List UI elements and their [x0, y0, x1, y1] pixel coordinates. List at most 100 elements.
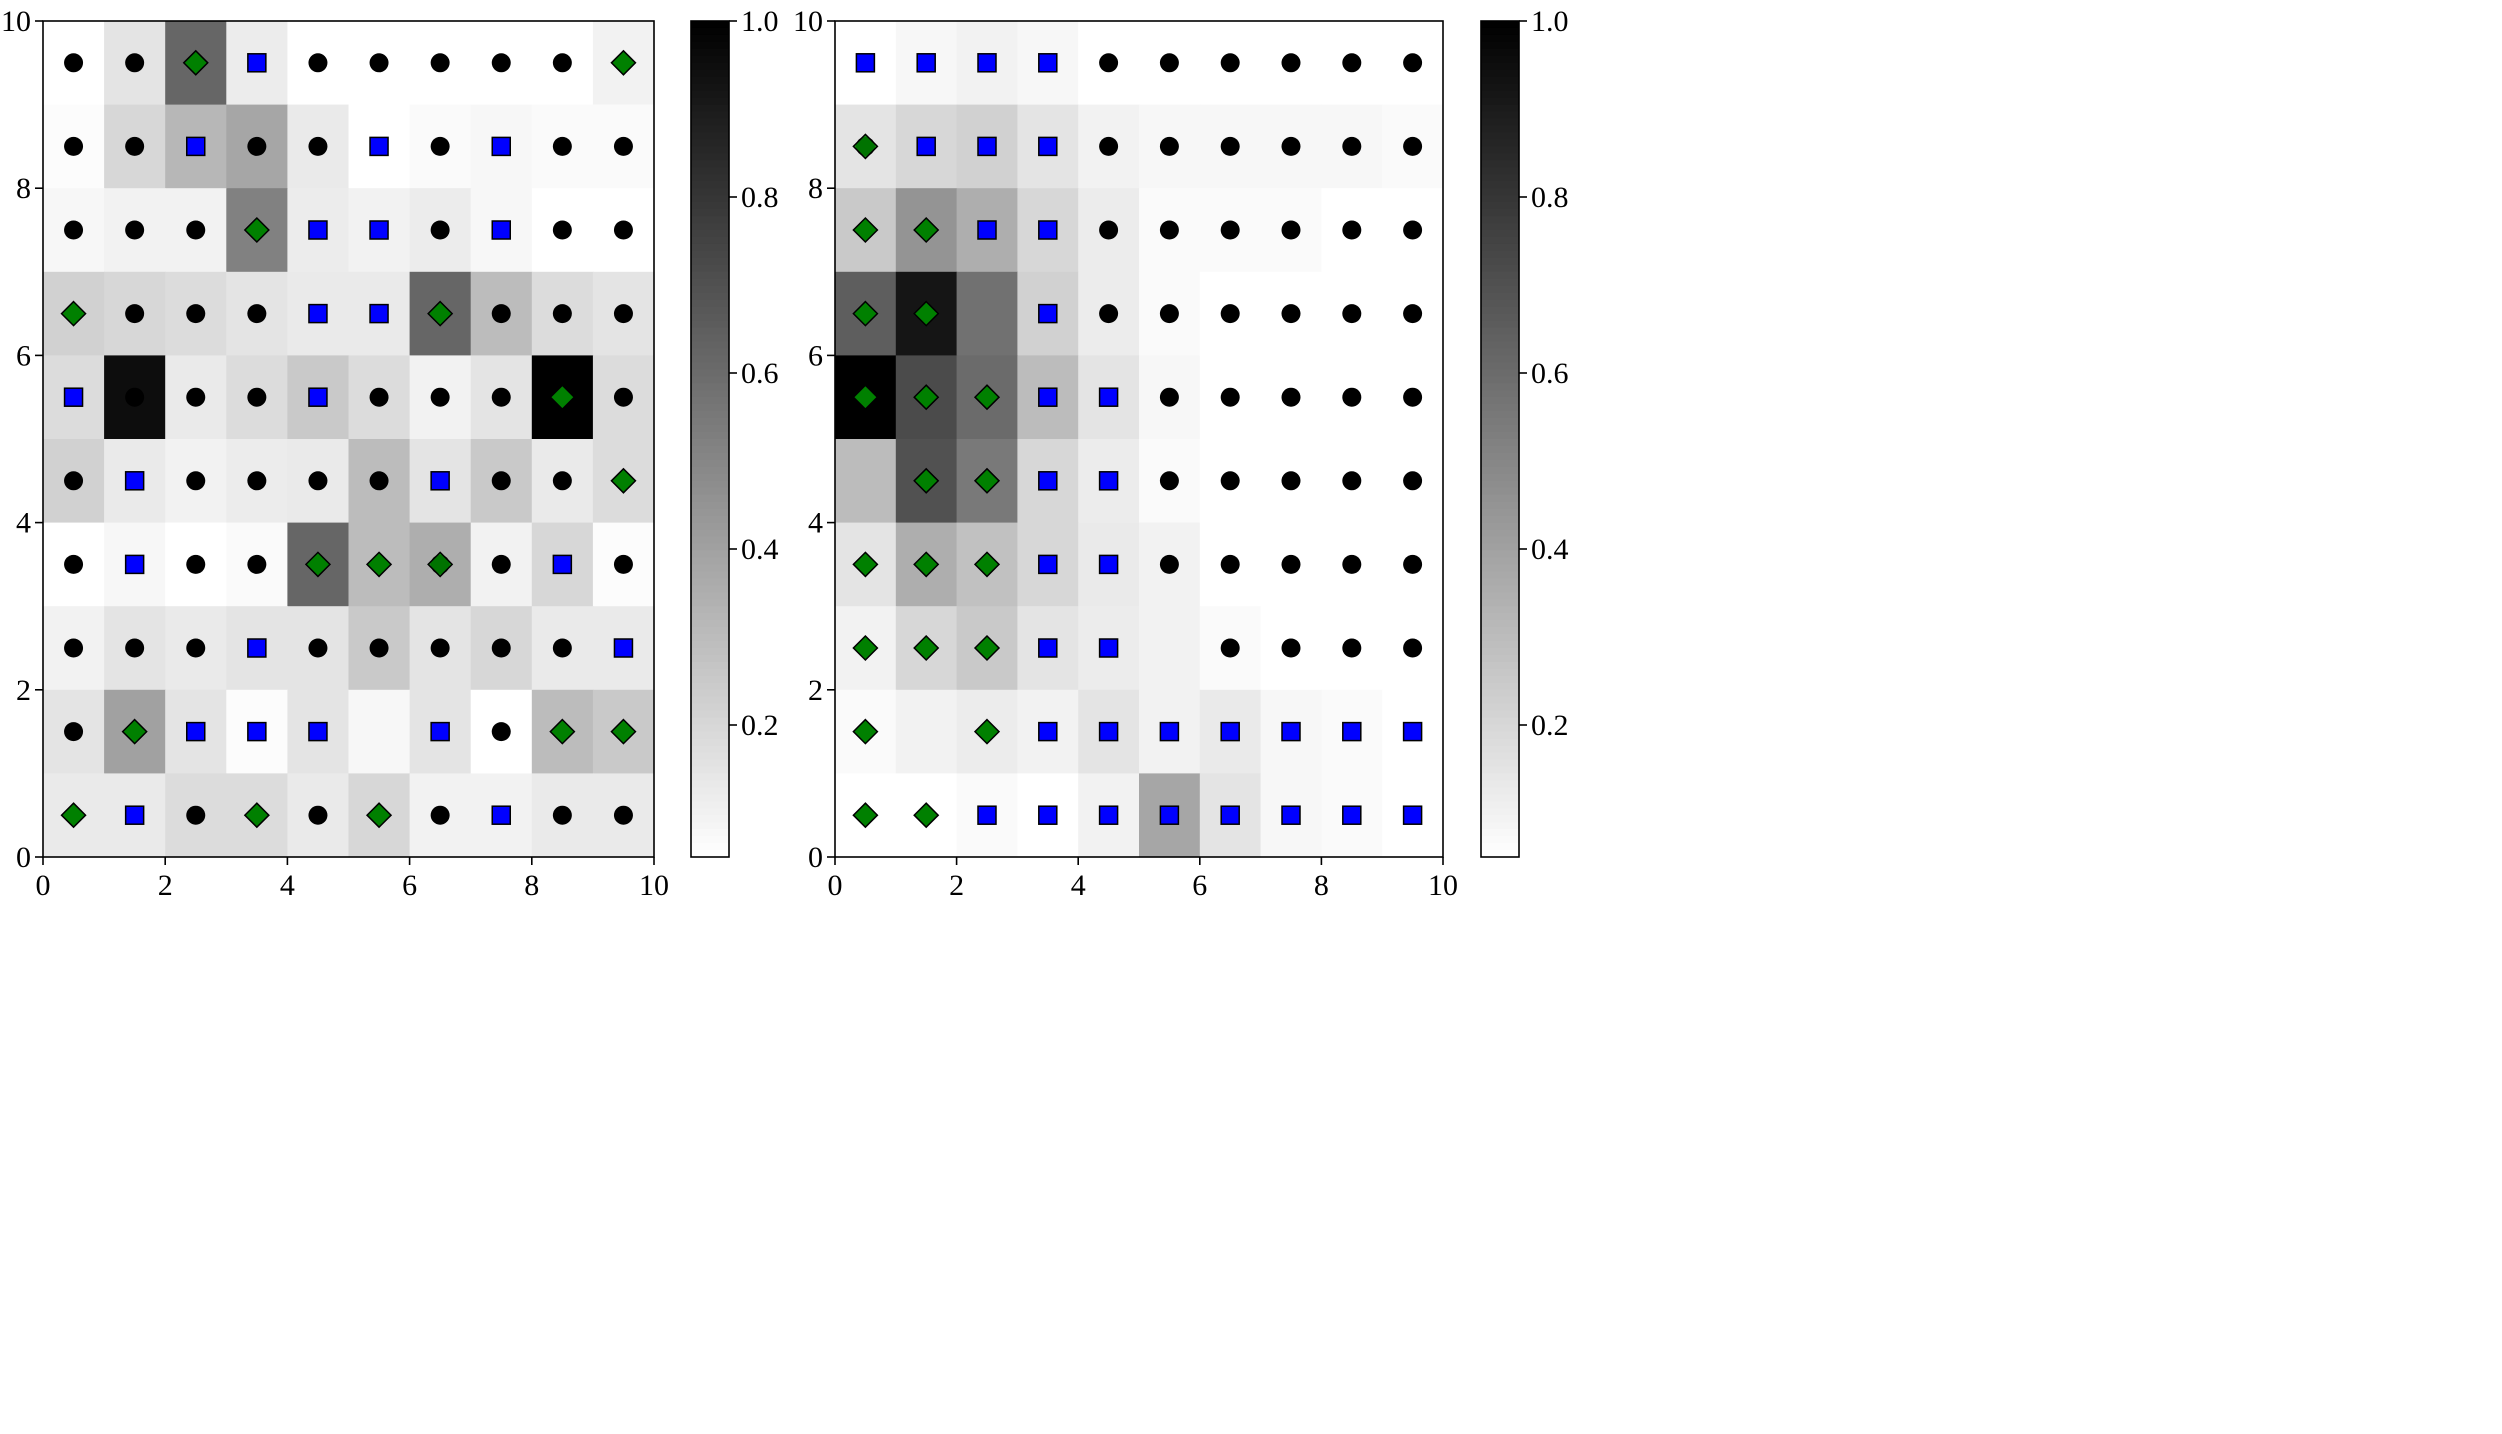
diamond-marker — [852, 133, 879, 160]
x-tick-label: 10 — [639, 869, 669, 902]
colorbar-segment — [1481, 850, 1519, 858]
circle-marker — [552, 471, 572, 491]
circle-marker — [1281, 554, 1301, 574]
circle-marker — [430, 220, 450, 240]
colorbar-segment — [1481, 278, 1519, 287]
circle-marker — [1403, 471, 1423, 491]
square-marker — [186, 136, 206, 157]
circle-marker — [1099, 53, 1119, 73]
square-marker — [1281, 721, 1301, 742]
colorbar-segment — [1481, 223, 1519, 231]
square-marker — [491, 136, 511, 157]
square-marker — [430, 471, 450, 491]
colorbar-segment — [1481, 348, 1519, 356]
circle-marker — [247, 554, 267, 574]
square-marker — [124, 805, 145, 825]
colorbar-segment — [691, 682, 729, 691]
circle-marker — [1342, 304, 1362, 324]
circle-marker — [247, 304, 267, 324]
colorbar-segment — [691, 787, 729, 795]
diamond-marker — [182, 49, 209, 76]
colorbar-segment — [1481, 515, 1519, 524]
colorbar-segment — [1481, 425, 1519, 433]
colorbar-segment — [1481, 738, 1519, 747]
circle-marker — [125, 304, 145, 324]
y-tick-label: 8 — [808, 172, 823, 205]
square-marker — [124, 554, 145, 575]
circle-marker — [1220, 471, 1240, 491]
diamond-marker — [549, 718, 576, 745]
colorbar-segment — [691, 459, 729, 468]
circle-marker — [1159, 53, 1179, 73]
colorbar-segment — [691, 557, 729, 565]
square-marker — [369, 303, 389, 324]
circle-marker — [308, 805, 328, 825]
circle-marker — [247, 387, 267, 407]
colorbar-segment — [1481, 299, 1519, 308]
colorbar-tick-label: 0.2 — [741, 709, 779, 742]
square-marker — [1402, 805, 1423, 825]
square-marker — [247, 721, 267, 742]
colorbar-segment — [1481, 606, 1519, 614]
heatmap-panel-1: 0 2 4 6 8 10 0 2 4 6 8 10 0.2 0.4 0.6 0.8 1.0 — [1, 5, 779, 902]
y-tick-label: 6 — [808, 339, 823, 372]
colorbar-segment — [1481, 271, 1519, 280]
axes-frame — [834, 20, 1444, 858]
square-marker — [1038, 638, 1058, 658]
circle-marker — [1403, 387, 1423, 407]
colorbar-segment — [1481, 236, 1519, 245]
circle-marker — [308, 53, 328, 73]
colorbar-segment — [691, 836, 729, 844]
x-tick-label: 2 — [949, 869, 964, 902]
axes-frame — [42, 20, 655, 858]
colorbar-segment — [691, 668, 729, 677]
circle-marker — [552, 304, 572, 324]
colorbar-segment — [691, 850, 729, 858]
colorbar-segment — [691, 794, 729, 802]
circle-marker — [308, 136, 328, 156]
circle-marker — [369, 638, 389, 658]
colorbar-segment — [1481, 668, 1519, 677]
circle-marker — [1342, 471, 1362, 491]
circle-marker — [64, 722, 84, 742]
colorbar-segment — [691, 167, 729, 175]
colorbar-segment — [1481, 550, 1519, 559]
circle-marker — [1220, 387, 1240, 407]
colorbar-segment — [691, 585, 729, 593]
colorbar-segment — [1481, 104, 1519, 113]
colorbar-segment — [1481, 808, 1519, 816]
colorbar-1: 0.2 0.4 0.6 0.8 1.0 — [690, 5, 779, 858]
colorbar-segment — [691, 216, 729, 224]
colorbar-segment — [1481, 362, 1519, 370]
colorbar-segment — [691, 641, 729, 649]
colorbar-segment — [1481, 411, 1519, 419]
colorbar-segment — [691, 487, 729, 496]
square-marker — [308, 303, 328, 324]
colorbar-segment — [691, 264, 729, 273]
circle-marker — [1220, 638, 1240, 658]
circle-marker — [1159, 554, 1179, 574]
colorbar-segment — [691, 202, 729, 210]
colorbar-segment — [691, 250, 729, 259]
circle-marker — [1281, 638, 1301, 658]
colorbar-segment — [691, 689, 729, 698]
colorbar-segment — [1481, 613, 1519, 621]
colorbar-segment — [1481, 794, 1519, 802]
colorbar-segment — [691, 313, 729, 322]
colorbar-segment — [1481, 592, 1519, 600]
colorbar-segment — [1481, 320, 1519, 329]
colorbar-segment — [691, 390, 729, 398]
colorbar-segment — [691, 341, 729, 350]
colorbar-segment — [1481, 167, 1519, 175]
circle-marker — [613, 554, 633, 574]
colorbar-segment — [691, 606, 729, 614]
colorbar-segment — [1481, 160, 1519, 168]
y-tick-label: 6 — [16, 339, 31, 372]
colorbar-segment — [691, 439, 729, 447]
colorbar-segment — [1481, 376, 1519, 384]
circle-marker — [430, 53, 450, 73]
colorbar-segment — [1481, 69, 1519, 78]
square-marker — [1159, 805, 1180, 825]
colorbar-segment — [1481, 822, 1519, 830]
y-tick-label: 4 — [808, 507, 823, 540]
